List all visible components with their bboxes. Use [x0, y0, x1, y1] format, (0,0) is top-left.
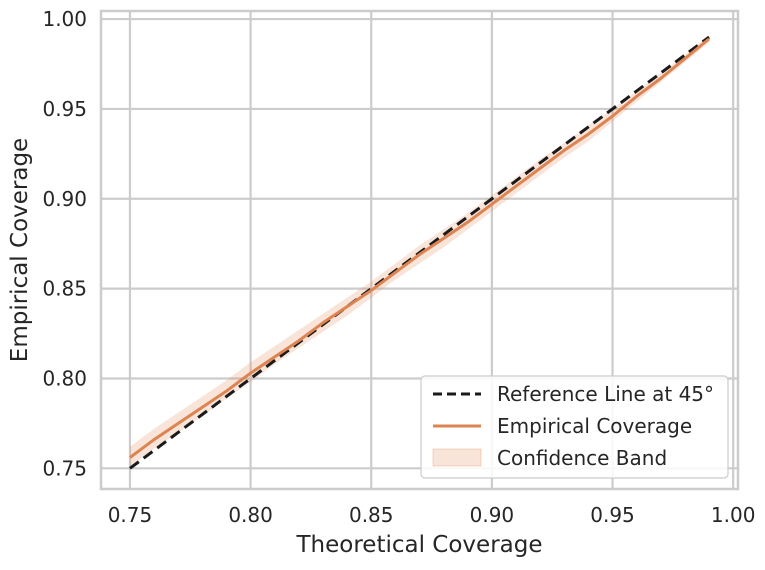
x-tick-label: 0.90	[470, 503, 515, 527]
legend-swatch-confidence-band	[432, 448, 482, 467]
plot-frame	[99, 9, 740, 491]
y-tick-label: 0.75	[42, 456, 87, 480]
empirical-coverage-line	[129, 37, 710, 459]
x-tick-label: 0.75	[108, 503, 153, 527]
y-axis-ticks: 0.75 0.80 0.85 0.90 0.95 1.00	[42, 7, 87, 480]
x-tick-label: 0.95	[590, 503, 635, 527]
y-tick-label: 0.80	[42, 366, 87, 390]
y-axis-title: Empirical Coverage	[7, 138, 33, 362]
grid-lines	[101, 11, 738, 489]
y-tick-label: 1.00	[42, 7, 87, 31]
x-tick-label: 0.80	[228, 503, 273, 527]
x-axis-title: Theoretical Coverage	[296, 532, 543, 558]
y-tick-label: 0.90	[42, 187, 87, 211]
x-axis-ticks: 0.75 0.80 0.85 0.90 0.95 1.00	[108, 503, 756, 527]
y-tick-label: 0.95	[42, 97, 87, 121]
legend: Reference Line at 45° Empirical Coverage…	[420, 375, 729, 479]
legend-label-empirical-coverage: Empirical Coverage	[497, 414, 692, 438]
legend-box	[420, 375, 729, 479]
y-tick-label: 0.85	[42, 277, 87, 301]
series-lines-layer	[129, 35, 710, 470]
legend-label-reference-line: Reference Line at 45°	[497, 382, 714, 406]
legend-label-confidence-band: Confidence Band	[497, 446, 667, 470]
x-tick-label: 1.00	[711, 503, 756, 527]
x-tick-label: 0.85	[349, 503, 394, 527]
